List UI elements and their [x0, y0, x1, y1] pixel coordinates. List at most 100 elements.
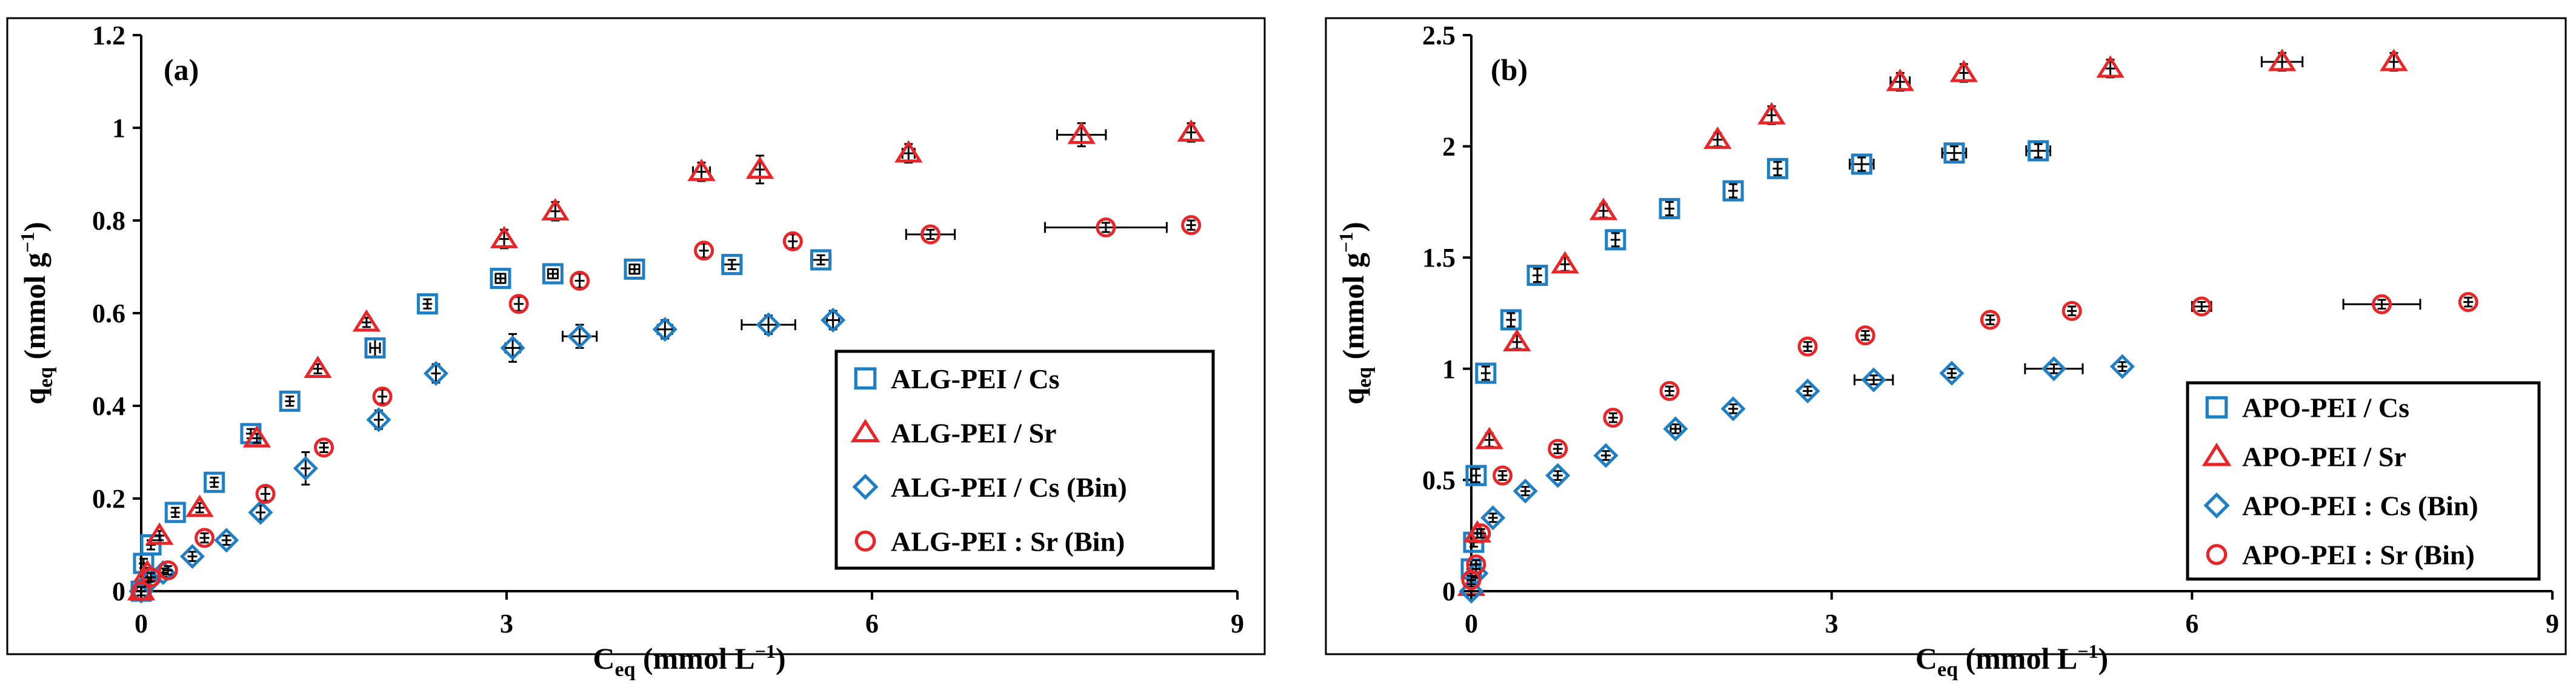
- data-point-diamond: [2041, 356, 2066, 382]
- data-point-circle: [158, 560, 178, 581]
- data-point-square: [490, 268, 511, 290]
- data-point-triangle: [541, 198, 570, 220]
- data-point-square: [1766, 157, 1788, 179]
- data-point-diamond: [1663, 416, 1688, 442]
- panel-label: (b): [1491, 53, 1528, 87]
- y-tick-label: 2: [1442, 132, 1456, 162]
- legend-label: APO-PEI : Sr (Bin): [2242, 540, 2475, 571]
- series-4: [131, 215, 1202, 601]
- y-tick-label: 1.2: [92, 21, 125, 50]
- legend-marker-circle: [854, 530, 876, 552]
- data-point-square: [1605, 229, 1626, 251]
- y-tick-label: 1: [112, 113, 125, 143]
- legend-marker-diamond: [2203, 492, 2230, 519]
- data-point-circle: [570, 270, 590, 291]
- data-point-triangle: [2096, 55, 2125, 78]
- data-point-diamond: [1480, 505, 1506, 531]
- legend-label: APO-PEI / Cs: [2242, 393, 2409, 423]
- data-point-diamond: [567, 323, 593, 349]
- data-point-circle: [1096, 217, 1116, 237]
- data-point-circle: [2062, 300, 2082, 321]
- legend-label: ALG-PEI / Sr: [891, 417, 1056, 448]
- legend-marker-square: [854, 367, 877, 390]
- y-axis-title: qeq (mmol g−1): [1335, 222, 1376, 405]
- series-1: [130, 249, 832, 602]
- data-point-diamond: [1861, 367, 1886, 393]
- data-point-triangle: [2380, 48, 2408, 71]
- legend-label: APO-PEI / Sr: [2242, 442, 2406, 472]
- legend: APO-PEI / Cs APO-PEI / Sr APO-PEI : Cs (Bi…: [2186, 381, 2541, 581]
- data-point-circle: [1855, 325, 1875, 346]
- data-point-circle: [1797, 336, 1818, 357]
- data-point-triangle: [1551, 251, 1579, 274]
- legend-marker-triangle: [850, 419, 880, 443]
- data-point-diamond: [820, 307, 846, 333]
- data-point-circle: [2458, 292, 2478, 313]
- data-point-diamond: [756, 312, 781, 337]
- data-point-triangle: [490, 225, 519, 248]
- data-point-triangle: [1886, 68, 1914, 91]
- x-tick-label: 6: [2185, 609, 2198, 638]
- data-point-diamond: [500, 335, 525, 360]
- y-tick-label: 0.5: [1422, 465, 1456, 495]
- data-point-circle: [1466, 554, 1486, 575]
- data-point-triangle: [1703, 126, 1732, 149]
- data-point-triangle: [1757, 102, 1786, 125]
- x-tick-label: 0: [1465, 609, 1478, 638]
- legend-label: APO-PEI : Cs (Bin): [2242, 491, 2478, 522]
- data-point-diamond: [1513, 479, 1538, 504]
- series-3: [128, 307, 846, 604]
- data-point-circle: [1603, 408, 1623, 428]
- series-1: [1460, 140, 2051, 580]
- data-point-diamond: [214, 528, 239, 553]
- data-point-circle: [195, 528, 215, 548]
- data-point-triangle: [352, 309, 381, 332]
- series-3: [1459, 354, 2135, 604]
- x-tick-label: 9: [2546, 609, 2559, 638]
- data-point-square: [1851, 153, 1872, 175]
- chart-frame: [6, 17, 1266, 655]
- data-point-circle: [694, 240, 714, 261]
- data-point-diamond: [652, 317, 677, 342]
- data-point-square: [1722, 180, 1744, 202]
- data-point-triangle: [1177, 119, 1205, 142]
- legend: ALG-PEI / Cs ALG-PEI / Sr ALG-PEI / Cs (Bi…: [834, 350, 1215, 570]
- data-point-diamond: [1459, 578, 1484, 604]
- data-point-square: [140, 534, 162, 555]
- data-point-triangle: [242, 425, 271, 448]
- y-tick-label: 0.8: [92, 206, 125, 236]
- panel-label: (a): [164, 53, 199, 87]
- x-tick-label: 3: [500, 609, 513, 638]
- data-point-triangle: [1503, 329, 1531, 351]
- x-axis-title: Ceq (mmol L−1): [1915, 640, 2108, 681]
- data-point-square: [164, 502, 186, 523]
- data-point-square: [1465, 465, 1487, 486]
- data-point-triangle: [894, 140, 923, 163]
- data-point-diamond: [1545, 463, 1571, 488]
- data-point-triangle: [2268, 48, 2297, 71]
- x-tick-label: 0: [135, 609, 148, 638]
- data-point-triangle: [145, 522, 174, 545]
- data-point-square: [204, 471, 225, 493]
- panel-a: 0 3 6 9 0 0.2 0.4 0.6 0.8 1 1.2 Ceq (mmol L−1) qeq (…: [6, 17, 1266, 681]
- data-point-square: [279, 390, 301, 412]
- data-point-circle: [508, 294, 529, 314]
- legend-marker-triangle: [2202, 442, 2232, 466]
- data-point-diamond: [423, 360, 448, 386]
- legend-marker-circle: [2206, 544, 2228, 565]
- data-point-square: [1659, 197, 1680, 219]
- data-point-diamond: [248, 500, 273, 525]
- x-axis-title: Ceq (mmol L−1): [593, 640, 785, 681]
- data-point-triangle: [185, 494, 214, 517]
- data-point-diamond: [1795, 378, 1820, 404]
- data-point-circle: [2191, 296, 2212, 317]
- y-tick-label: 0: [112, 577, 125, 606]
- data-point-square: [810, 249, 832, 271]
- legend-label: ALG-PEI / Cs: [891, 363, 1060, 394]
- y-tick-label: 0.2: [92, 484, 125, 514]
- legend-marker-diamond: [852, 474, 879, 500]
- data-point-circle: [372, 386, 393, 407]
- data-point-triangle: [1475, 426, 1503, 449]
- data-point-square: [416, 293, 438, 315]
